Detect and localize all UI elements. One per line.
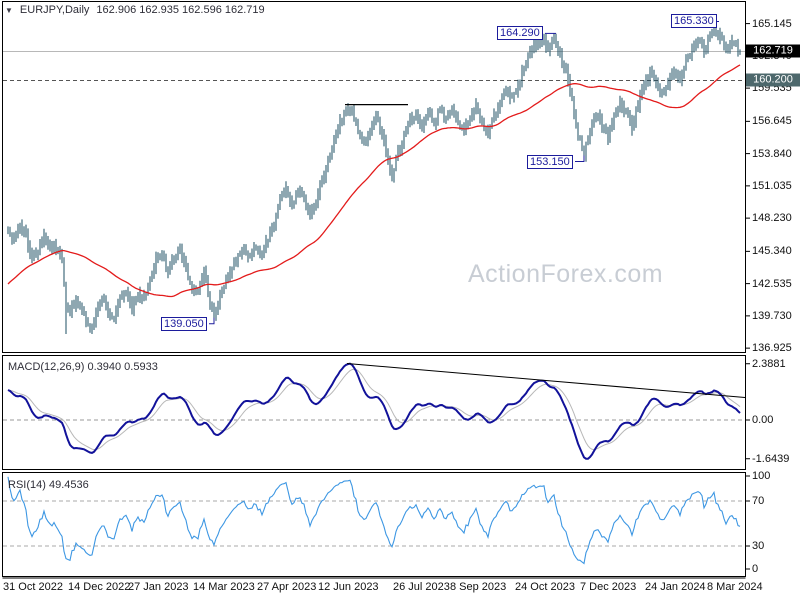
price-axis-label: 139.730 bbox=[752, 309, 792, 322]
panel-border bbox=[2, 472, 746, 577]
ohlc-values: 162.906 162.935 162.596 162.719 bbox=[96, 4, 265, 16]
price-axis-label: 151.035 bbox=[752, 179, 792, 192]
chart-title-bar: ▼ EURJPY,Daily 162.906 162.935 162.596 1… bbox=[5, 4, 265, 16]
rsi-line bbox=[7, 476, 741, 565]
price-axis-label: 156.645 bbox=[752, 115, 792, 128]
date-axis-label: 31 Oct 2022 bbox=[3, 581, 63, 593]
macd-signal-line bbox=[7, 368, 741, 451]
date-axis-label: 27 Jan 2023 bbox=[128, 581, 189, 593]
date-axis-label: 14 Mar 2023 bbox=[193, 581, 255, 593]
price-axis-label: 142.535 bbox=[752, 277, 792, 290]
date-axis-label: 27 Apr 2023 bbox=[257, 581, 317, 593]
date-axis-label: 26 Jul 2023 bbox=[393, 581, 450, 593]
macd-axis-label: -1.6439 bbox=[752, 452, 790, 465]
rsi-axis-label: 100 bbox=[752, 470, 771, 482]
panel-border bbox=[2, 355, 746, 470]
chevron-down-icon[interactable]: ▼ bbox=[5, 5, 13, 15]
date-axis-label: 8 Mar 2024 bbox=[707, 581, 763, 593]
date-axis-label: 12 Jun 2023 bbox=[318, 581, 379, 593]
macd-indicator-label: MACD(12,26,9) 0.3940 0.5933 bbox=[8, 361, 158, 373]
date-axis-label: 14 Dec 2022 bbox=[68, 581, 131, 593]
price-axis-label: 136.925 bbox=[752, 342, 792, 355]
price-callout[interactable]: 153.150 bbox=[527, 154, 573, 169]
candlestick-series bbox=[7, 20, 741, 334]
price-callout[interactable]: 139.050 bbox=[161, 316, 207, 331]
macd-trendline[interactable] bbox=[346, 363, 746, 398]
level-price-badge: 160.200 bbox=[746, 73, 800, 87]
price-axis-label: 148.230 bbox=[752, 212, 792, 225]
date-axis-label: 7 Dec 2023 bbox=[580, 581, 637, 593]
current-price-badge: 162.719 bbox=[746, 44, 800, 58]
date-axis-label: 8 Sep 2023 bbox=[450, 581, 507, 593]
rsi-axis-label: 30 bbox=[752, 540, 765, 552]
rsi-axis-label: 70 bbox=[752, 495, 765, 507]
date-axis-label: 24 Jan 2024 bbox=[645, 581, 706, 593]
price-axis-label: 165.145 bbox=[752, 17, 792, 30]
price-callout[interactable]: 165.330 bbox=[671, 14, 717, 29]
price-axis-label: 153.840 bbox=[752, 147, 792, 160]
price-callout[interactable]: 164.290 bbox=[497, 26, 543, 41]
rsi-axis-label: 0 bbox=[752, 563, 759, 575]
panel-border bbox=[2, 1, 746, 353]
macd-axis-label: 0.00 bbox=[752, 414, 774, 426]
symbol-timeframe-label: EURJPY,Daily bbox=[19, 4, 90, 16]
rsi-indicator-label: RSI(14) 49.4536 bbox=[8, 479, 89, 491]
price-axis-label: 145.340 bbox=[752, 245, 792, 258]
macd-line bbox=[7, 362, 741, 460]
callout-connector bbox=[575, 155, 585, 162]
date-axis-label: 24 Oct 2023 bbox=[515, 581, 575, 593]
macd-axis-label: 2.3881 bbox=[752, 357, 786, 370]
callout-connector bbox=[209, 317, 215, 325]
watermark: ActionForex.com bbox=[468, 260, 664, 288]
ma-line bbox=[7, 64, 741, 298]
